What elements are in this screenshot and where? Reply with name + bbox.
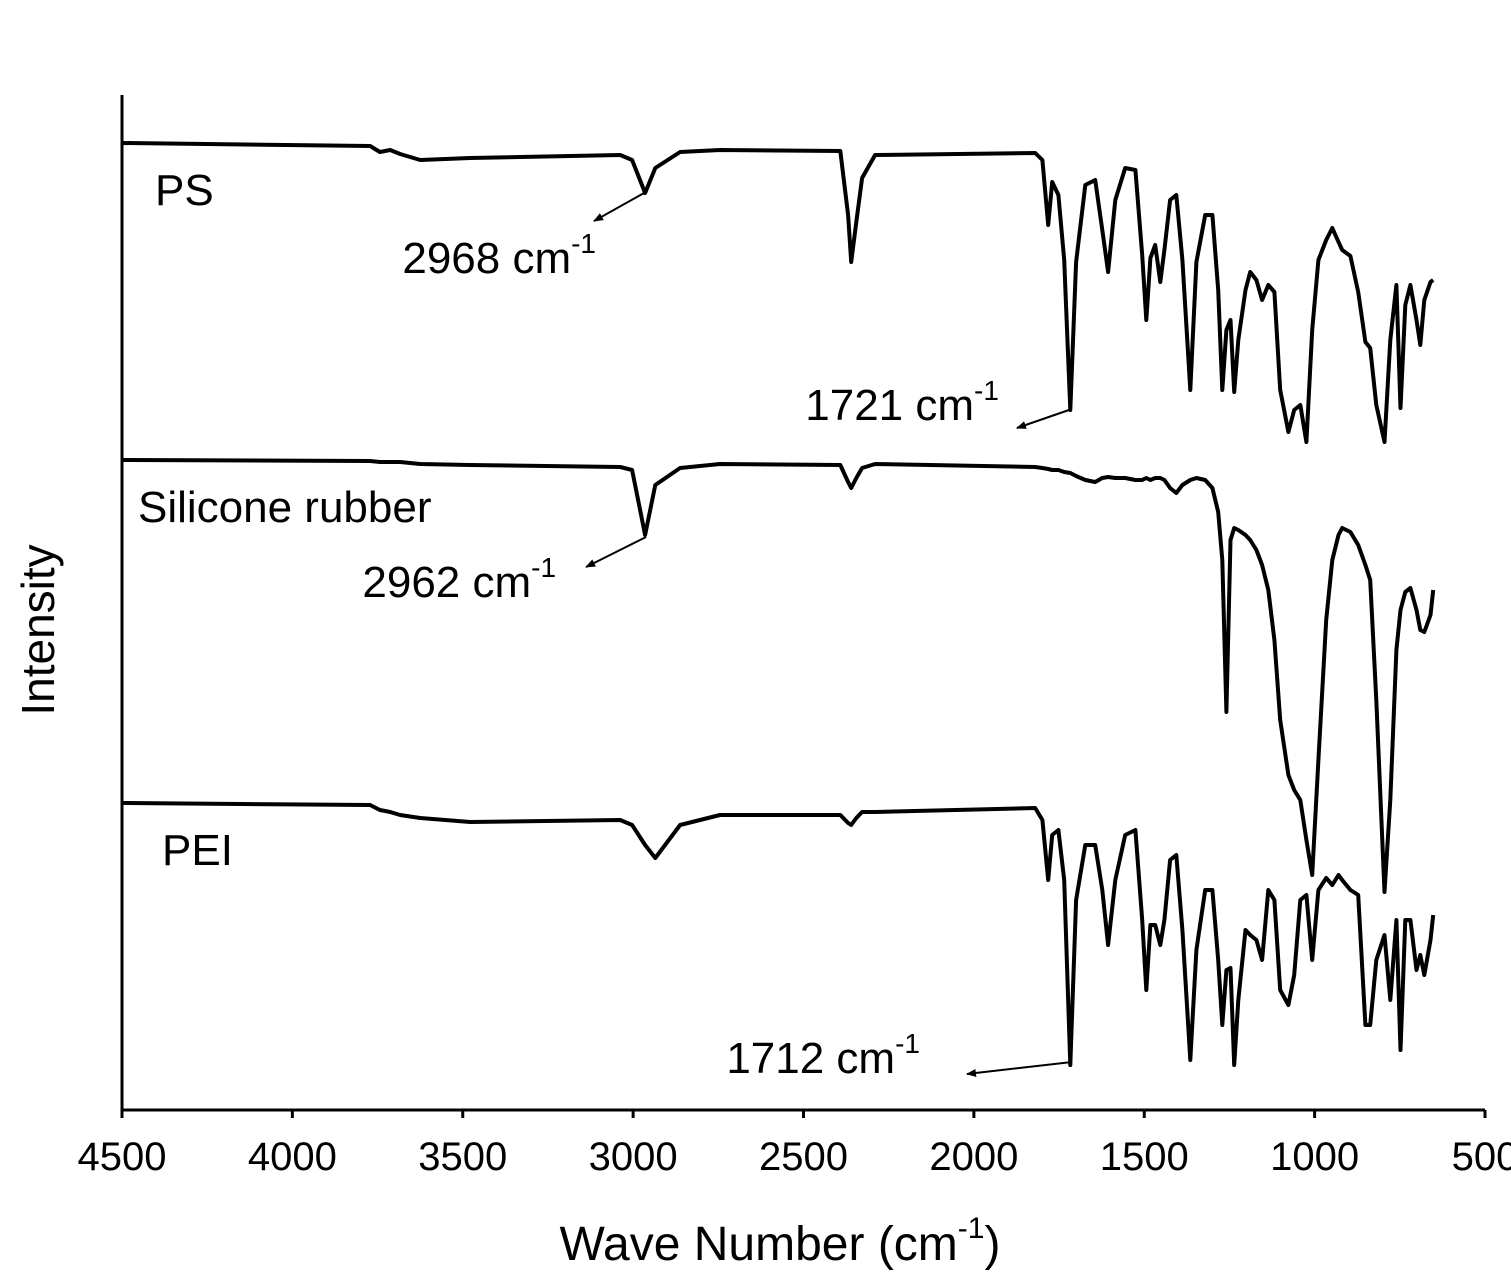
annotation: 1721 cm-1 [805,375,999,430]
annotation-sup: -1 [571,228,596,259]
x-axis-title-sup: -1 [958,1212,985,1245]
x-tick-label: 1000 [1270,1135,1359,1179]
series-label: PS [155,166,214,215]
series-label: Silicone rubber [138,483,432,532]
x-axis-title: Wave Number (cm-1) [560,1212,1001,1271]
annotation: 2962 cm-1 [362,552,556,607]
annotation-arrow [966,1061,1073,1077]
annotation-text: 1712 cm [726,1034,895,1083]
x-tick-label: 1500 [1100,1135,1189,1179]
annotation-arrow [1015,409,1070,429]
annotation-text: 1721 cm [805,381,974,430]
annotation-sup: -1 [895,1028,920,1059]
x-tick-label: 2000 [929,1135,1018,1179]
annotation: 1712 cm-1 [726,1028,920,1083]
x-tick-label: 2500 [759,1135,848,1179]
y-axis-title: Intensity [12,544,64,715]
annotation-sup: -1 [974,375,999,406]
x-axis-title-text: Wave Number (cm [560,1218,958,1271]
annotation: 2968 cm-1 [402,228,596,283]
annotation-sup: -1 [531,552,556,583]
x-tick-label: 3000 [589,1135,678,1179]
x-tick-label: 3500 [418,1135,507,1179]
annotation-text: 2962 cm [362,558,531,607]
series-label: PEI [162,826,233,875]
annotation-text: 2968 cm [402,234,571,283]
spectrum-line [121,141,1435,444]
annotation-arrow [585,536,647,568]
x-axis-title-tail: ) [984,1218,1000,1271]
annotation-arrow [593,192,645,222]
x-tick-label: 4000 [248,1135,337,1179]
spectrum-line [121,801,1436,1067]
x-tick-label: 4500 [78,1135,167,1179]
spectrum-line [121,458,1436,894]
x-tick-label: 500 [1452,1135,1511,1179]
